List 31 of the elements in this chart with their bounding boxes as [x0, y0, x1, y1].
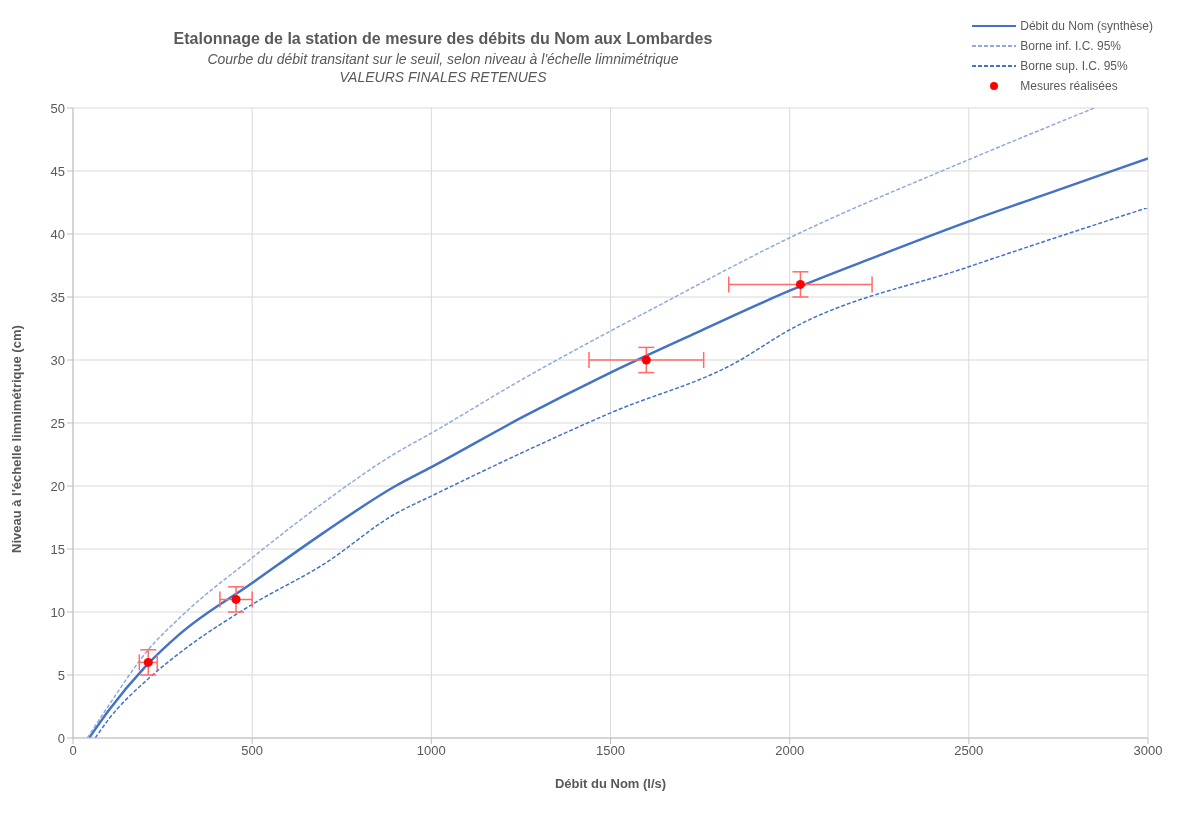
y-axis-title: Niveau à l'échelle limnimétrique (cm): [8, 325, 24, 553]
point: [143, 657, 153, 667]
legend-label: Borne inf. I.C. 95%: [1020, 39, 1121, 53]
x-tick-label: 1500: [596, 743, 625, 759]
legend-label: Débit du Nom (synthèse): [1020, 19, 1153, 33]
x-tick-label: 2000: [775, 743, 805, 759]
y-tick-label: 40: [50, 226, 65, 242]
y-tick-label: 30: [50, 352, 65, 368]
y-tick-label: 20: [50, 478, 65, 494]
y-tick-label: 10: [50, 604, 65, 620]
point: [641, 355, 651, 365]
point: [231, 594, 241, 604]
y-tick-label: 0: [57, 730, 65, 746]
text: VALEURS FINALES RETENUES: [338, 69, 548, 85]
x-tick-label: 0: [69, 743, 77, 759]
chart-title: Etalonnage de la station de mesure des débits du Nom aux Lombardes: [172, 30, 714, 48]
y-tick-label: 25: [50, 415, 65, 431]
y-tick-label: 35: [50, 289, 65, 305]
x-tick-label: 2500: [954, 743, 984, 759]
chart-subtitle: Courbe du débit transitant sur le seuil, selon niveau à l'échelle limnimétrique: [206, 51, 680, 67]
x-tick-label: 1000: [416, 743, 446, 759]
y-tick-label: 5: [57, 667, 65, 683]
x-tick-label: 3000: [1133, 743, 1163, 759]
x-tick-label: 500: [241, 743, 264, 759]
point: [795, 279, 805, 289]
x-axis-title: Débit du Nom (l/s): [554, 776, 667, 791]
y-tick-label: 50: [50, 100, 65, 116]
legend-label: Mesures réalisées: [1020, 79, 1118, 93]
y-tick-label: 45: [50, 163, 65, 179]
y-tick-label: 15: [50, 541, 65, 557]
legend-label: Borne sup. I.C. 95%: [1020, 59, 1128, 73]
